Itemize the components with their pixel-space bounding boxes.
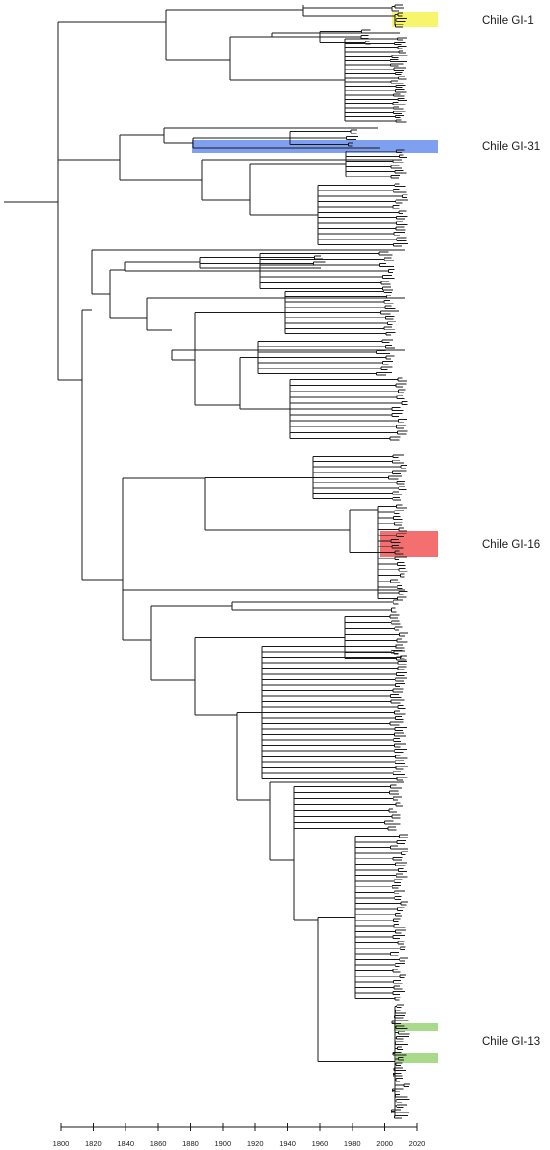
axis-tick-label: 1820 bbox=[85, 1139, 102, 1148]
clade-highlight-gi13-band-lower bbox=[396, 1053, 438, 1063]
time-axis: 1800 1820 1840 1860 1880 1900 1920 1940 1960 1980… bbox=[53, 1123, 426, 1148]
axis-tick-label: 1880 bbox=[182, 1139, 199, 1148]
tree-branches bbox=[4, 4, 410, 1119]
clade-highlight-gi13-band-upper bbox=[394, 1023, 438, 1031]
axis-tick-label: 1940 bbox=[279, 1139, 296, 1148]
axis-tick-label: 2000 bbox=[376, 1139, 393, 1148]
axis-tick-label: 1800 bbox=[53, 1139, 70, 1148]
axis-tick-label: 1900 bbox=[214, 1139, 231, 1148]
clade-label-gi16: Chile GI-16 bbox=[482, 539, 540, 551]
axis-tick-label: 1960 bbox=[312, 1139, 329, 1148]
axis-tick-label: 1860 bbox=[150, 1139, 167, 1148]
axis-tick-label: 1920 bbox=[247, 1139, 264, 1148]
clade-label-gi31: Chile GI-31 bbox=[482, 141, 540, 153]
time-axis-ticks: 1800 1820 1840 1860 1880 1900 1920 1940 1960 1980… bbox=[53, 1123, 426, 1148]
clade-highlight-gi31-band bbox=[192, 140, 438, 153]
clade-label-gi1: Chile GI-1 bbox=[482, 15, 534, 27]
axis-tick-label: 1840 bbox=[117, 1139, 134, 1148]
axis-tick-label: 1980 bbox=[344, 1139, 361, 1148]
clade-label-gi13: Chile GI-13 bbox=[482, 1036, 540, 1048]
clade-highlight-gi1-band bbox=[392, 12, 438, 27]
axis-tick-label: 2020 bbox=[409, 1139, 426, 1148]
